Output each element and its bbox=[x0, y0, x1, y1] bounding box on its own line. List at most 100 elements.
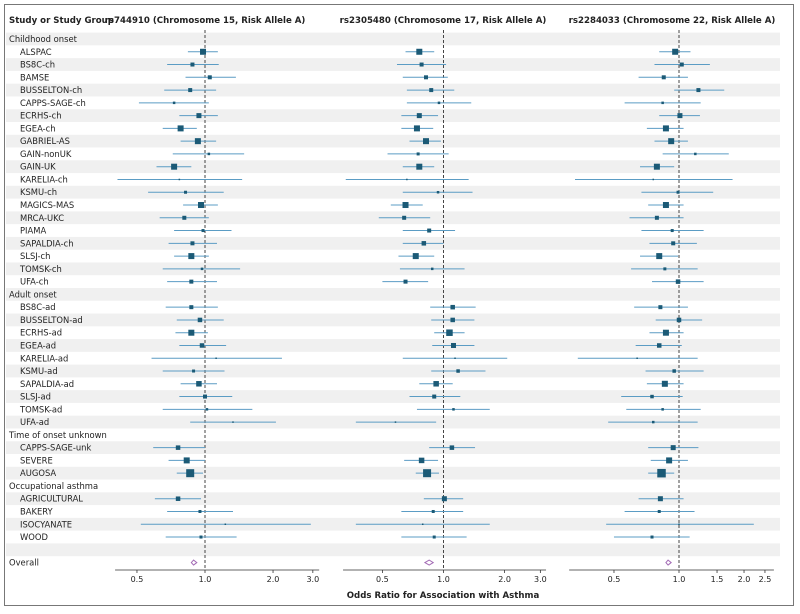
point-estimate bbox=[662, 202, 669, 209]
row-band bbox=[6, 339, 780, 352]
study-label: ALSPAC bbox=[20, 47, 52, 57]
point-estimate bbox=[657, 509, 661, 513]
point-estimate bbox=[412, 253, 419, 260]
group-label: Childhood onset bbox=[9, 34, 78, 44]
point-estimate bbox=[207, 75, 212, 80]
point-estimate bbox=[205, 408, 209, 411]
point-estimate bbox=[450, 317, 455, 323]
point-estimate bbox=[200, 267, 204, 271]
point-estimate bbox=[198, 509, 202, 513]
study-label: KARELIA-ad bbox=[20, 353, 68, 363]
x-tick-label: 1.0 bbox=[673, 575, 686, 584]
point-estimate bbox=[423, 138, 430, 145]
point-estimate bbox=[677, 113, 683, 119]
point-estimate bbox=[429, 88, 434, 93]
study-label: SAPALDIA-ad bbox=[20, 379, 74, 389]
study-label: KSMU-ad bbox=[20, 366, 58, 376]
point-estimate bbox=[178, 178, 181, 181]
point-estimate bbox=[190, 62, 195, 67]
study-label: SAPALDIA-ch bbox=[20, 238, 74, 248]
point-estimate bbox=[676, 317, 682, 323]
point-estimate bbox=[694, 152, 697, 156]
x-tick-label: 2.5 bbox=[759, 575, 772, 584]
point-estimate bbox=[433, 381, 439, 387]
row-band bbox=[6, 185, 780, 199]
study-label: TOMSK-ad bbox=[19, 404, 62, 414]
x-tick-label: 0.5 bbox=[608, 575, 621, 584]
x-tick-label: 2.0 bbox=[267, 575, 280, 584]
point-estimate bbox=[197, 202, 204, 209]
study-label: MAGICS-MAS bbox=[20, 200, 74, 210]
point-estimate bbox=[672, 369, 676, 373]
point-estimate bbox=[194, 138, 201, 145]
point-estimate bbox=[192, 369, 196, 373]
row-band bbox=[6, 58, 780, 71]
point-estimate bbox=[413, 125, 420, 132]
point-estimate bbox=[650, 394, 654, 399]
x-tick-label: 0.5 bbox=[376, 575, 389, 584]
point-estimate bbox=[183, 457, 190, 464]
overall-label: Overall bbox=[9, 558, 39, 568]
point-estimate bbox=[197, 317, 203, 323]
row-band bbox=[6, 288, 780, 301]
point-estimate bbox=[232, 421, 234, 423]
figure-frame bbox=[4, 4, 794, 606]
row-band bbox=[6, 441, 780, 455]
point-estimate bbox=[207, 152, 211, 156]
point-estimate bbox=[431, 509, 435, 513]
row-band bbox=[6, 492, 780, 506]
point-estimate bbox=[672, 48, 679, 55]
study-label: EGEA-ch bbox=[20, 123, 56, 133]
point-estimate bbox=[670, 229, 674, 233]
x-tick-label: 0.5 bbox=[131, 575, 144, 584]
point-estimate bbox=[675, 279, 681, 284]
study-label: ECRHS-ch bbox=[20, 111, 62, 121]
point-estimate bbox=[456, 369, 460, 373]
x-tick-label: 2.0 bbox=[738, 575, 751, 584]
column-header: Study or Study Group bbox=[9, 16, 114, 26]
point-estimate bbox=[670, 445, 676, 451]
row-band bbox=[6, 83, 780, 97]
point-estimate bbox=[657, 468, 666, 478]
point-estimate bbox=[188, 253, 195, 260]
point-estimate bbox=[394, 421, 397, 423]
study-label: KSMU-ch bbox=[20, 187, 57, 197]
study-label: BS8C-ch bbox=[20, 60, 55, 70]
point-estimate bbox=[636, 357, 638, 359]
row-band bbox=[6, 160, 780, 174]
point-estimate bbox=[189, 305, 194, 310]
point-estimate bbox=[190, 241, 195, 246]
point-estimate bbox=[188, 329, 195, 336]
overall-diamond bbox=[665, 559, 672, 566]
row-band bbox=[6, 236, 780, 250]
point-estimate bbox=[416, 48, 423, 55]
row-band bbox=[6, 262, 780, 276]
point-estimate bbox=[188, 88, 193, 93]
point-estimate bbox=[696, 88, 701, 93]
point-estimate bbox=[432, 394, 437, 399]
point-estimate bbox=[403, 279, 408, 284]
study-label: AGRICULTURAL bbox=[20, 494, 83, 504]
study-label: GAIN-nonUK bbox=[20, 149, 72, 159]
row-band bbox=[6, 134, 780, 148]
point-estimate bbox=[658, 305, 663, 310]
study-label: BS8C-ad bbox=[20, 302, 56, 312]
overall-diamond bbox=[190, 559, 198, 566]
point-estimate bbox=[186, 469, 195, 478]
x-tick-label: 1.5 bbox=[711, 575, 724, 584]
point-estimate bbox=[653, 163, 660, 170]
point-estimate bbox=[423, 469, 432, 478]
x-tick-label: 2.0 bbox=[498, 575, 511, 584]
row-band bbox=[6, 390, 780, 403]
overall-diamond bbox=[423, 559, 435, 566]
point-estimate bbox=[450, 304, 455, 310]
point-estimate bbox=[189, 279, 194, 284]
point-estimate bbox=[454, 357, 456, 359]
x-tick-label: 3.0 bbox=[306, 575, 319, 584]
point-estimate bbox=[436, 190, 440, 194]
study-label: BAKERY bbox=[20, 506, 54, 516]
point-estimate bbox=[661, 101, 664, 105]
row-band bbox=[6, 32, 780, 46]
point-estimate bbox=[424, 75, 429, 80]
panel-3-title: rs2284033 (Chromosome 22, Risk Allele A) bbox=[569, 16, 776, 26]
